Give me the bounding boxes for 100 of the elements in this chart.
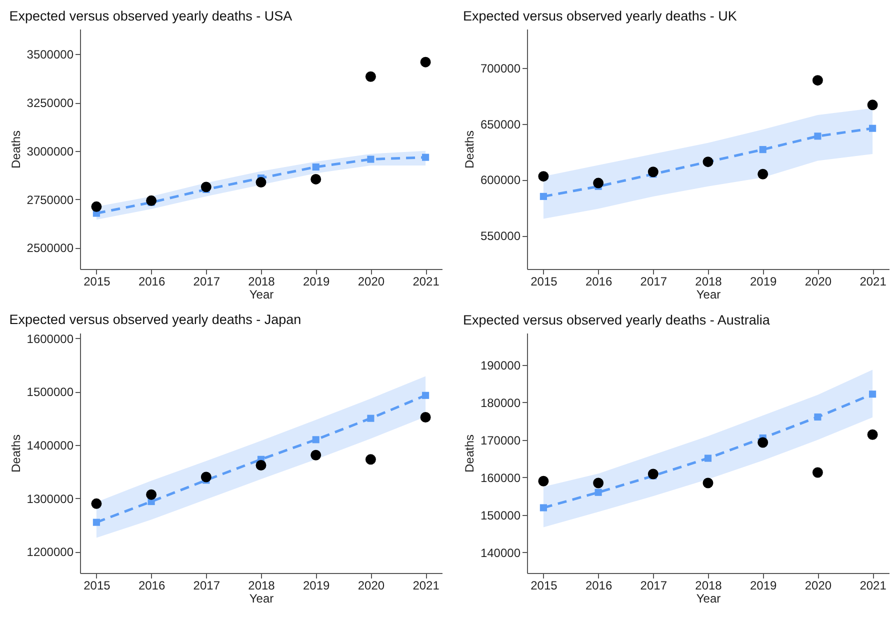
chart-title: Expected versus observed yearly deaths - Japan (9, 312, 302, 327)
point (704, 454, 712, 462)
point (867, 429, 878, 440)
x-tick-label: 2016 (138, 578, 166, 592)
x-tick-label: 2021 (860, 578, 887, 592)
point (759, 146, 766, 154)
y-tick-label: 700000 (480, 62, 521, 76)
point (812, 467, 823, 478)
point (593, 478, 604, 488)
x-tick-label: 2021 (860, 274, 887, 288)
x-tick-label: 2019 (750, 578, 778, 592)
point (648, 166, 658, 178)
chart-title: Expected versus observed yearly deaths - USA (9, 8, 292, 24)
x-axis-title: Year (696, 592, 721, 606)
y-tick-label: 1500000 (26, 385, 74, 400)
point (367, 156, 374, 163)
x-tick-label: 2018 (695, 274, 722, 288)
y-axis-title: Deaths (8, 434, 23, 473)
point (367, 414, 374, 422)
point (200, 182, 212, 192)
point (814, 413, 822, 421)
x-tick-label: 2021 (412, 578, 440, 592)
point (365, 71, 376, 82)
chart-title: Expected versus observed yearly deaths - Australia (462, 312, 770, 328)
point (365, 454, 376, 465)
x-tick-label: 2019 (302, 578, 330, 592)
point (420, 56, 431, 68)
y-tick-label: 550000 (480, 229, 521, 244)
y-tick-label: 150000 (480, 508, 521, 522)
y-tick-label: 1200000 (26, 545, 74, 560)
x-axis-title: Year (249, 288, 274, 302)
point (91, 201, 102, 212)
point (146, 489, 157, 500)
y-tick-label: 650000 (480, 117, 521, 132)
point (422, 154, 430, 161)
y-tick-label: 180000 (480, 396, 521, 410)
x-tick-label: 2016 (585, 274, 612, 288)
x-tick-label: 2020 (804, 578, 832, 592)
x-tick-label: 2015 (530, 578, 558, 592)
x-axis-title: Year (696, 288, 721, 302)
point (812, 75, 823, 86)
point (867, 100, 878, 110)
y-tick-label: 190000 (480, 358, 521, 372)
x-tick-label: 2020 (358, 274, 385, 288)
point (594, 488, 602, 496)
y-tick-label: 1400000 (26, 438, 74, 452)
point (420, 412, 431, 422)
y-tick-label: 160000 (480, 470, 521, 485)
point (702, 478, 714, 488)
point (200, 472, 212, 482)
y-tick-label: 3500000 (26, 48, 74, 62)
x-tick-label: 2019 (750, 274, 778, 288)
point (310, 174, 322, 184)
x-tick-label: 2015 (530, 274, 558, 288)
x-tick-label: 2017 (640, 274, 668, 288)
y-axis-title: Deaths (462, 434, 476, 473)
point (422, 392, 430, 399)
point (814, 132, 822, 140)
x-axis-title: Year (249, 592, 274, 606)
point (538, 171, 549, 182)
point (540, 504, 547, 512)
point (256, 460, 266, 470)
x-tick-label: 2015 (84, 274, 111, 288)
x-tick-label: 2016 (585, 578, 612, 592)
x-tick-label: 2020 (358, 578, 385, 592)
y-axis-title: Deaths (462, 130, 476, 169)
x-tick-label: 2018 (695, 578, 722, 592)
x-tick-label: 2018 (248, 274, 276, 288)
point (91, 498, 102, 509)
y-tick-label: 170000 (480, 433, 521, 448)
x-tick-label: 2017 (193, 578, 220, 592)
point (256, 177, 266, 188)
x-tick-label: 2016 (138, 274, 166, 288)
point (146, 195, 157, 206)
y-tick-label: 600000 (480, 173, 521, 188)
point (758, 168, 768, 180)
y-tick-label: 3250000 (26, 96, 74, 110)
point (869, 124, 876, 132)
point (538, 476, 549, 486)
y-tick-label: 140000 (480, 546, 521, 560)
point (310, 450, 322, 460)
y-tick-label: 3000000 (26, 144, 74, 158)
y-tick-label: 2750000 (26, 192, 74, 207)
point (312, 163, 320, 171)
point (92, 518, 100, 526)
point (540, 192, 547, 200)
point (869, 390, 876, 398)
y-tick-label: 2500000 (26, 241, 74, 256)
x-tick-label: 2018 (248, 578, 276, 592)
point (758, 437, 768, 448)
y-tick-label: 1600000 (26, 332, 74, 346)
y-tick-label: 1300000 (26, 492, 74, 506)
point (593, 178, 604, 188)
x-tick-label: 2020 (804, 274, 832, 288)
x-tick-label: 2019 (302, 274, 330, 288)
x-tick-label: 2021 (412, 274, 440, 288)
y-axis-title: Deaths (8, 130, 23, 169)
point (312, 436, 320, 444)
x-tick-label: 2017 (193, 274, 220, 288)
x-tick-label: 2017 (640, 578, 668, 592)
